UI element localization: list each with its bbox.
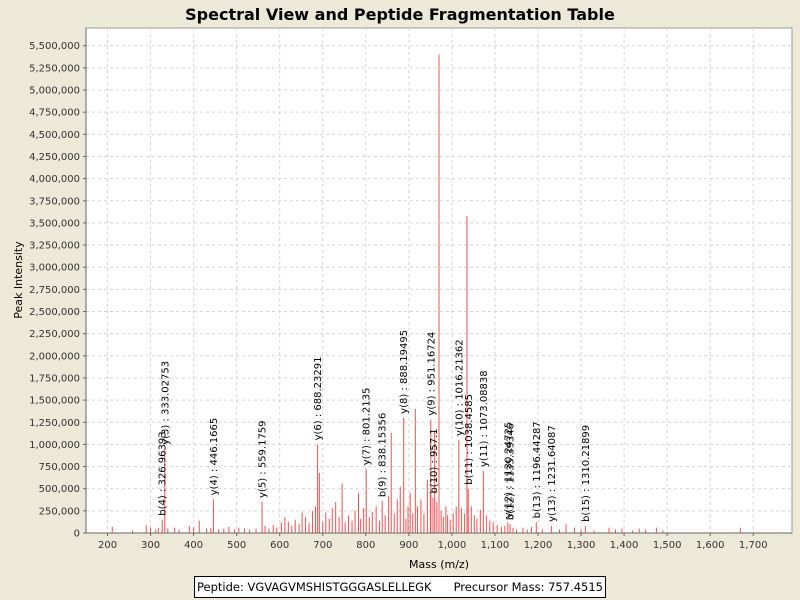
peptide-info-box: Peptide: VGVAGVMSHISTGGGASLELLEGK Precur… bbox=[194, 576, 606, 598]
x-tick-label: 1,300 bbox=[567, 540, 596, 551]
y-tick-label: 5,000,000 bbox=[29, 86, 80, 97]
x-axis-label: Mass (m/z) bbox=[409, 558, 469, 571]
x-tick-label: 1,400 bbox=[610, 540, 639, 551]
fragment-ion-label: b(9) : 838.15356 bbox=[378, 413, 389, 497]
y-tick-label: 4,000,000 bbox=[29, 174, 80, 185]
axes: 0 250,000 500,000 750,000 1,000,000 1,250,000… bbox=[29, 28, 792, 551]
y-tick-label: 500,000 bbox=[39, 484, 80, 495]
y-tick-label: 4,500,000 bbox=[29, 130, 80, 141]
y-tick-label: 3,000,000 bbox=[29, 263, 80, 274]
x-tick-label: 1,000 bbox=[438, 540, 467, 551]
x-tick-label: 900 bbox=[399, 540, 418, 551]
y-tick-label: 4,750,000 bbox=[29, 108, 80, 119]
y-tick-label: 4,250,000 bbox=[29, 152, 80, 163]
y-tick-label: 2,500,000 bbox=[29, 307, 80, 318]
y-tick-label: 3,250,000 bbox=[29, 241, 80, 252]
precursor-mass: Precursor Mass: 757.4515 bbox=[453, 580, 603, 594]
fragment-ion-label: y(4) : 446.1665 bbox=[209, 418, 220, 496]
y-tick-label: 2,000,000 bbox=[29, 351, 80, 362]
y-tick-label: 1,000,000 bbox=[29, 440, 80, 451]
fragment-ion-label: y(12) : 1130.24725 bbox=[503, 422, 514, 519]
fragment-ion-label: b(12) : 1135.39346 bbox=[506, 423, 517, 520]
fragment-ion-label: y(6) : 688.23291 bbox=[313, 357, 324, 441]
y-tick-label: 1,750,000 bbox=[29, 373, 80, 384]
fragment-ion-label: y(11) : 1073.08838 bbox=[479, 370, 490, 467]
fragment-ion-label: b(13) : 1196.44287 bbox=[532, 421, 543, 518]
y-tick-label: 3,500,000 bbox=[29, 218, 80, 229]
fragment-ion-label: y(5) : 559.1759 bbox=[258, 420, 269, 498]
x-tick-label: 200 bbox=[98, 540, 117, 551]
chart-title: Spectral View and Peptide Fragmentation … bbox=[185, 5, 615, 24]
fragment-ion-label: y(13) : 1231.64087 bbox=[547, 425, 558, 522]
fragment-ion-label: b(15) : 1310.21899 bbox=[581, 425, 592, 522]
fragment-ion-label: b(11) : 1038.4585 bbox=[464, 394, 475, 485]
fragment-ion-label: y(10) : 1016.21362 bbox=[454, 339, 465, 436]
y-tick-label: 1,250,000 bbox=[29, 418, 80, 429]
x-tick-label: 700 bbox=[313, 540, 332, 551]
y-tick-label: 2,250,000 bbox=[29, 329, 80, 340]
x-tick-label: 1,500 bbox=[653, 540, 682, 551]
y-tick-label: 1,500,000 bbox=[29, 396, 80, 407]
peptide-sequence: Peptide: VGVAGVMSHISTGGGASLELLEGK bbox=[197, 580, 432, 594]
fragment-ion-label: b(4) : 326.96393 bbox=[158, 431, 169, 515]
grid-lines bbox=[86, 28, 792, 533]
x-tick-label: 1,200 bbox=[524, 540, 553, 551]
y-tick-label: 250,000 bbox=[39, 506, 80, 517]
fragment-ion-label: y(7) : 801.2135 bbox=[362, 388, 373, 466]
x-tick-label: 1,100 bbox=[481, 540, 510, 551]
peak-series bbox=[111, 54, 741, 533]
y-tick-label: 3,750,000 bbox=[29, 196, 80, 207]
x-tick-label: 400 bbox=[184, 540, 203, 551]
y-tick-label: 5,500,000 bbox=[29, 41, 80, 52]
y-tick-label: 2,750,000 bbox=[29, 285, 80, 296]
y-tick-label: 750,000 bbox=[39, 462, 80, 473]
fragment-ion-label: y(3) : 333.02753 bbox=[160, 361, 171, 445]
fragment-ion-label: y(9) : 951.16724 bbox=[426, 332, 437, 416]
y-tick-label: 5,250,000 bbox=[29, 63, 80, 74]
x-tick-label: 600 bbox=[270, 540, 289, 551]
x-tick-label: 1,600 bbox=[696, 540, 725, 551]
fragment-ion-label: y(8) : 888.19495 bbox=[399, 330, 410, 414]
x-tick-label: 300 bbox=[141, 540, 160, 551]
y-tick-label: 0 bbox=[74, 529, 80, 540]
x-tick-label: 500 bbox=[227, 540, 246, 551]
x-tick-label: 800 bbox=[356, 540, 375, 551]
fragment-ion-label: b(10) : 957.1 bbox=[429, 428, 440, 493]
x-tick-label: 1,700 bbox=[739, 540, 768, 551]
y-axis-label: Peak Intensity bbox=[12, 241, 25, 319]
